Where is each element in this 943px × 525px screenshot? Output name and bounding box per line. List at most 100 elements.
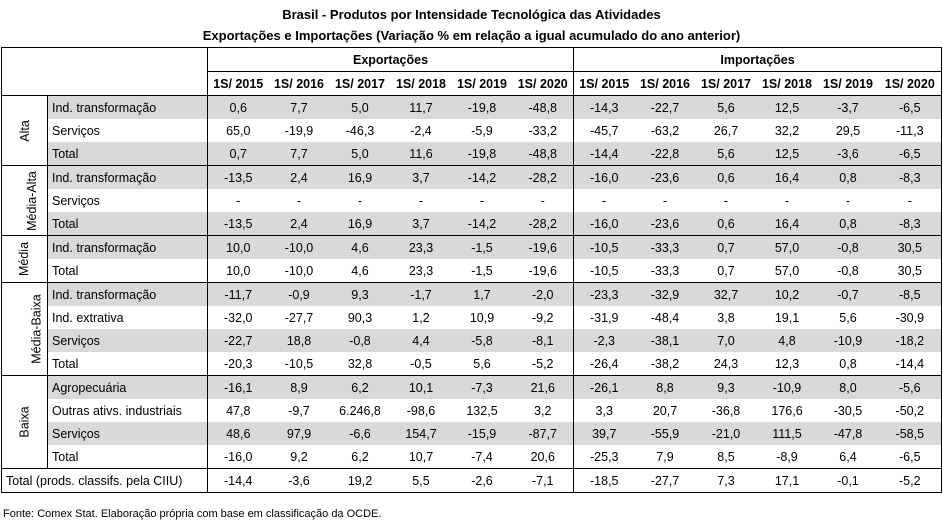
exp-value: 97,9	[268, 422, 330, 445]
imp-value: 8,8	[634, 375, 696, 399]
exp-value: -2,4	[410, 123, 432, 138]
exp-value: -1,7	[390, 282, 452, 306]
exp-value: -20,3	[207, 352, 269, 376]
imp-value: 30,5	[878, 235, 943, 259]
exp-value: 4,4	[390, 329, 452, 352]
imp-value: -	[662, 193, 668, 208]
imp-value: -36,8	[711, 403, 741, 418]
exp-value: -10,0	[268, 259, 330, 283]
exp-value: 4,6	[329, 235, 391, 259]
exp-value: 6.246,8	[339, 403, 381, 418]
imp-value: 176,6	[771, 403, 803, 418]
exp-value: 7,7	[268, 95, 330, 119]
imp-value: -32,9	[634, 282, 696, 306]
group-label: Baixa	[1, 375, 48, 469]
exp-value: -0,5	[390, 352, 452, 376]
exp-value: 132,5	[466, 403, 498, 418]
table-row: Total -16,0 9,2 6,2 10,7 -7,4 20,6 -25,3 7,9 8,5-…	[2, 445, 943, 469]
imp-value: -30,9	[878, 306, 943, 329]
exp-value: 1,7	[451, 282, 513, 306]
exp-value: -	[357, 193, 363, 208]
year-header: 1S/ 2019	[817, 71, 879, 96]
group-name: Baixa	[17, 406, 32, 438]
table-row: Total -13,5 2,4 16,9 3,7 -14,2 -28,2 -16,0 -23,6…	[2, 212, 943, 236]
total-imp-value: 17,1	[756, 468, 818, 493]
group-name: Média	[17, 241, 32, 277]
total-imp-value: -27,7	[634, 468, 696, 493]
total-imp-value: -18,5	[573, 468, 635, 493]
imp-value: -6,5	[878, 142, 943, 166]
imp-value: -0,8	[817, 259, 879, 283]
exp-value: 5,6	[451, 352, 513, 376]
imp-value: 5,6	[839, 310, 857, 325]
total-exp-value: -3,6	[268, 468, 330, 493]
header-corner	[1, 47, 48, 72]
exp-value: -22,7	[207, 329, 269, 352]
header-corner	[1, 71, 48, 96]
row-label: Total	[47, 352, 208, 376]
imp-value: 5,6	[695, 142, 757, 166]
imp-value: 26,7	[713, 123, 739, 138]
exp-value: -28,2	[512, 212, 574, 236]
imp-value: -33,3	[634, 259, 696, 283]
imp-value: -38,1	[634, 329, 696, 352]
imp-value: -47,8	[817, 422, 879, 445]
imp-value: -10,9	[817, 329, 879, 352]
exp-value: -27,7	[284, 310, 314, 325]
exp-value: 16,9	[329, 165, 391, 189]
exp-value: -6,6	[329, 422, 391, 445]
exp-value: -	[207, 189, 269, 212]
row-label: Total	[47, 142, 208, 166]
imp-value: -26,1	[573, 375, 635, 399]
header-row-sections: Exportações Importações	[1, 47, 943, 72]
imp-value: -22,8	[634, 142, 696, 166]
exp-value: 23,3	[390, 235, 452, 259]
imp-value: -10,5	[573, 235, 635, 259]
total-imp-value: 7,3	[695, 468, 757, 493]
group-label: Média	[1, 235, 48, 283]
imp-value: 0,7	[695, 235, 757, 259]
exp-value: -19,8	[451, 142, 513, 166]
imp-value: 8,5	[695, 445, 757, 469]
table-row: Total 10,0 -10,0 4,6 23,3 -1,5 -19,6 -10,5 -33,3…	[2, 259, 943, 283]
exp-value: -16,0	[207, 445, 269, 469]
imp-value: -30,5	[833, 403, 863, 418]
header-importacoes: Importações	[572, 47, 943, 72]
exp-value: 8,9	[268, 375, 330, 399]
imp-value: -	[878, 189, 943, 212]
row-label: Ind. transformação	[47, 282, 208, 306]
exp-value: -7,4	[451, 445, 513, 469]
imp-value: 32,2	[774, 123, 800, 138]
row-label: Serviços	[52, 123, 100, 138]
imp-value: -8,5	[878, 282, 943, 306]
imp-value: -16,0	[573, 212, 635, 236]
table-row: Total -20,3 -10,5 32,8 -0,5 5,6 -5,2 -26,4 -38,2…	[2, 352, 943, 376]
year-header: 1S/ 2016	[634, 71, 696, 96]
row-label: Total	[47, 445, 208, 469]
exp-value: 16,9	[329, 212, 391, 236]
imp-value: -14,4	[878, 352, 943, 376]
imp-value: -21,0	[695, 422, 757, 445]
exp-value: -19,6	[512, 259, 574, 283]
total-exp-value: -14,4	[207, 468, 269, 493]
exp-value: -1,5	[451, 235, 513, 259]
imp-value: -45,7	[573, 119, 635, 142]
exp-value: -98,6	[406, 403, 436, 418]
imp-value: 39,7	[573, 422, 635, 445]
exp-value: 7,7	[268, 142, 330, 166]
table-row: Média-Baixa Ind. transformação -11,7 -0,9 9,…	[1, 282, 943, 376]
header-row-years: 1S/ 2015 1S/ 2016 1S/ 2017 1S/ 2018 1S/ 2019…	[1, 71, 943, 96]
imp-value: 8,0	[817, 375, 879, 399]
exp-value: -15,9	[451, 422, 513, 445]
exp-value: 3,7	[390, 212, 452, 236]
imp-value: -58,5	[878, 422, 943, 445]
imp-value: -8,3	[878, 212, 943, 236]
imp-value: 9,3	[695, 375, 757, 399]
imp-value: -25,3	[573, 445, 635, 469]
exp-value: -19,8	[451, 95, 513, 119]
imp-value: 12,5	[756, 95, 818, 119]
imp-value: -5,6	[878, 375, 943, 399]
exp-value: -14,2	[451, 165, 513, 189]
imp-value: -11,3	[878, 119, 943, 142]
